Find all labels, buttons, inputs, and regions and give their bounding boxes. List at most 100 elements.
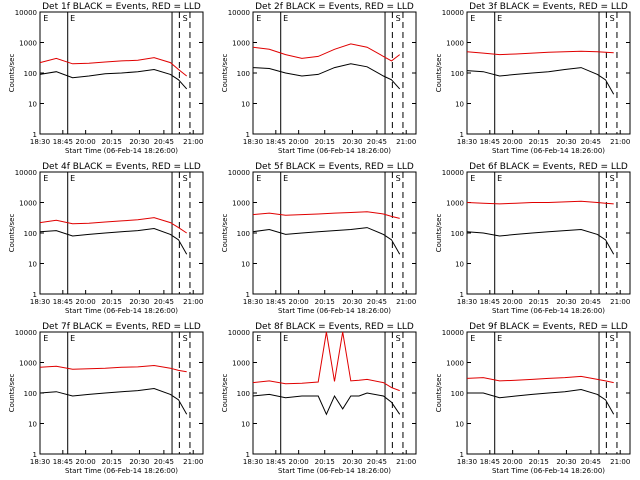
x-tick-label: 20:00 <box>76 458 96 466</box>
y-tick-label: 10 <box>28 421 37 429</box>
x-tick-label: 18:45 <box>53 298 73 306</box>
series-lld-line <box>252 331 400 392</box>
y-axis-label: Counts/sec <box>435 54 443 93</box>
y-tick-label: 10000 <box>228 329 250 337</box>
x-tick-label: 20:45 <box>581 458 601 466</box>
x-tick-label: 20:30 <box>556 298 576 306</box>
x-tick-label: 18:30 <box>457 458 477 466</box>
x-tick-label: 20:45 <box>154 298 174 306</box>
x-tick-label: 20:30 <box>129 458 149 466</box>
y-tick-label: 1 <box>246 291 250 299</box>
y-tick-label: 100 <box>451 70 464 78</box>
marker-label: S <box>183 334 188 343</box>
x-tick-label: 20:00 <box>503 138 523 146</box>
plot-frame <box>252 331 417 455</box>
panel-title: Det 8f BLACK = Events, RED = LLD <box>255 322 414 332</box>
panel-title: Det 5f BLACK = Events, RED = LLD <box>255 162 414 172</box>
x-tick-label: 20:30 <box>129 298 149 306</box>
y-tick-label: 100 <box>451 390 464 398</box>
panel-5: Det 5f BLACK = Events, RED = LLD 1 10 100 10… <box>221 162 417 315</box>
y-tick-label: 100 <box>24 230 37 238</box>
x-tick-label: 20:30 <box>129 138 149 146</box>
marker-label: E <box>497 14 502 23</box>
y-tick-label: 1000 <box>446 40 464 48</box>
y-tick-label: 100 <box>24 390 37 398</box>
marker-label: S <box>396 334 401 343</box>
y-tick-label: 1000 <box>446 200 464 208</box>
panel-8: Det 8f BLACK = Events, RED = LLD 1 10 100 10… <box>221 322 417 475</box>
y-tick-label: 10000 <box>15 329 37 337</box>
y-tick-label: 10000 <box>442 329 464 337</box>
marker-label: E <box>497 174 502 183</box>
x-tick-label: 20:45 <box>367 298 387 306</box>
y-tick-label: 10000 <box>15 9 37 17</box>
marker-label: S <box>610 174 615 183</box>
marker-label: S <box>183 14 188 23</box>
x-tick-label: 20:15 <box>529 138 549 146</box>
y-tick-label: 10 <box>455 101 464 109</box>
y-tick-label: 100 <box>24 70 37 78</box>
y-tick-label: 10 <box>28 101 37 109</box>
panel-1: Det 1f BLACK = Events, RED = LLD 1 10 100 10… <box>8 2 204 155</box>
x-tick-label: 20:30 <box>342 298 362 306</box>
panel-6: Det 6f BLACK = Events, RED = LLD 1 10 100 10… <box>435 162 631 315</box>
panel-4: Det 4f BLACK = Events, RED = LLD 1 10 100 10… <box>8 162 204 315</box>
marker-label: S <box>610 334 615 343</box>
marker-label: E <box>43 334 48 343</box>
series-lld-line <box>252 43 401 62</box>
x-tick-label: 18:30 <box>30 298 50 306</box>
y-tick-label: 10 <box>28 261 37 269</box>
x-tick-label: 21:00 <box>183 458 203 466</box>
x-tick-label: 21:00 <box>610 298 630 306</box>
x-tick-label: 20:30 <box>556 458 576 466</box>
y-axis-label: Counts/sec <box>221 214 229 253</box>
marker-label: E <box>283 14 288 23</box>
marker-label: E <box>70 334 75 343</box>
x-tick-label: 20:00 <box>76 298 96 306</box>
series-lld-line <box>466 200 614 205</box>
x-tick-label: 20:15 <box>315 298 335 306</box>
marker-label: E <box>497 334 502 343</box>
panel-2: Det 2f BLACK = Events, RED = LLD 1 10 100 10… <box>221 2 417 155</box>
y-tick-label: 10000 <box>228 9 250 17</box>
y-tick-label: 1000 <box>232 200 250 208</box>
x-tick-label: 20:15 <box>315 458 335 466</box>
panel-title: Det 3f BLACK = Events, RED = LLD <box>469 2 628 12</box>
y-tick-label: 100 <box>237 230 250 238</box>
x-tick-label: 18:45 <box>266 298 286 306</box>
x-axis-label: Start Time (06-Feb-14 18:26:00) <box>278 307 391 315</box>
series-events-line <box>466 67 615 95</box>
y-tick-label: 1 <box>33 451 37 459</box>
x-tick-label: 18:45 <box>480 458 500 466</box>
x-tick-label: 20:45 <box>367 458 387 466</box>
x-tick-label: 18:30 <box>30 138 50 146</box>
y-tick-label: 1 <box>460 451 464 459</box>
x-tick-label: 20:15 <box>102 458 122 466</box>
y-tick-label: 10000 <box>228 169 250 177</box>
y-tick-label: 10000 <box>15 169 37 177</box>
y-axis-label: Counts/sec <box>8 374 16 413</box>
x-axis-label: Start Time (06-Feb-14 18:26:00) <box>65 147 178 155</box>
panel-title: Det 6f BLACK = Events, RED = LLD <box>469 162 628 172</box>
marker-label: S <box>396 14 401 23</box>
marker-label: E <box>470 334 475 343</box>
x-tick-label: 18:45 <box>53 458 73 466</box>
x-tick-label: 20:45 <box>581 138 601 146</box>
series-events-line <box>39 68 188 90</box>
x-tick-label: 18:30 <box>243 458 263 466</box>
marker-label: S <box>610 14 615 23</box>
marker-label: E <box>256 334 261 343</box>
x-tick-label: 20:15 <box>102 138 122 146</box>
y-tick-label: 1000 <box>446 360 464 368</box>
x-tick-label: 20:45 <box>154 138 174 146</box>
panel-title: Det 4f BLACK = Events, RED = LLD <box>42 162 201 172</box>
y-axis-label: Counts/sec <box>8 54 16 93</box>
x-tick-label: 18:30 <box>243 138 263 146</box>
series-events-line <box>466 228 615 255</box>
x-tick-label: 18:30 <box>243 298 263 306</box>
x-tick-label: 20:00 <box>289 458 309 466</box>
x-tick-label: 21:00 <box>396 298 416 306</box>
x-tick-label: 18:45 <box>480 298 500 306</box>
marker-label: E <box>256 14 261 23</box>
series-lld-line <box>466 50 614 56</box>
